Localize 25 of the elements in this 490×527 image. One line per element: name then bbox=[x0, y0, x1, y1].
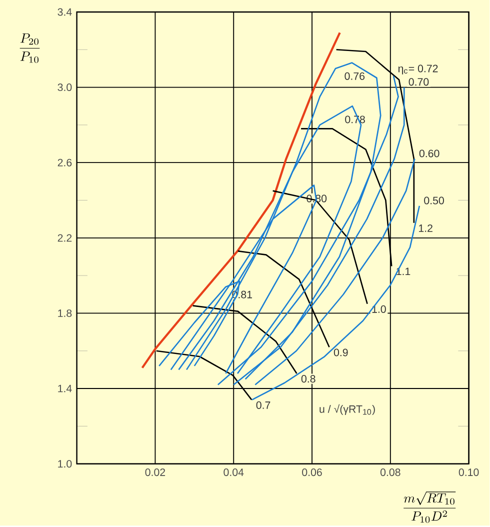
series-label: 1.0 bbox=[372, 305, 386, 313]
x-tick-label: 0.06 bbox=[302, 468, 322, 476]
x-tick-label: 0.10 bbox=[459, 468, 479, 476]
series-label: 0.70 bbox=[408, 78, 429, 86]
y-tick-label: 1.0 bbox=[58, 460, 72, 468]
x-axis-title: $\frac{m\sqrt{RT_{10}}}{P_{10}D^{2}}$ bbox=[404, 492, 456, 523]
series-label: η$_{c}$= 0.72 bbox=[398, 64, 438, 74]
series-label: 0.60 bbox=[420, 150, 440, 158]
y-axis-title: $\frac{P_{20}}{P_{10}}$ bbox=[20, 34, 40, 63]
series-label: 0.9 bbox=[334, 348, 348, 356]
y-tick-label: 3.0 bbox=[58, 84, 72, 92]
series-label: 0.8 bbox=[302, 375, 316, 383]
x-tick-label: 0.08 bbox=[380, 468, 400, 476]
x-tick-label: 0.02 bbox=[145, 468, 166, 476]
annotation: u / √(γRT$_{10}$) bbox=[320, 404, 376, 415]
series-label: 0.76 bbox=[344, 72, 365, 80]
y-tick-label: 3.4 bbox=[58, 8, 72, 16]
y-tick-label: 2.2 bbox=[58, 234, 72, 242]
series-label: 0.50 bbox=[424, 196, 444, 204]
series-label: 0.7 bbox=[256, 401, 270, 409]
series-label: 1.2 bbox=[419, 224, 433, 232]
y-tick-label: 1.4 bbox=[58, 384, 72, 392]
y-tick-label: 1.8 bbox=[58, 309, 72, 317]
y-tick-label: 2.6 bbox=[58, 158, 72, 166]
x-tick-label: 0.04 bbox=[224, 468, 244, 476]
